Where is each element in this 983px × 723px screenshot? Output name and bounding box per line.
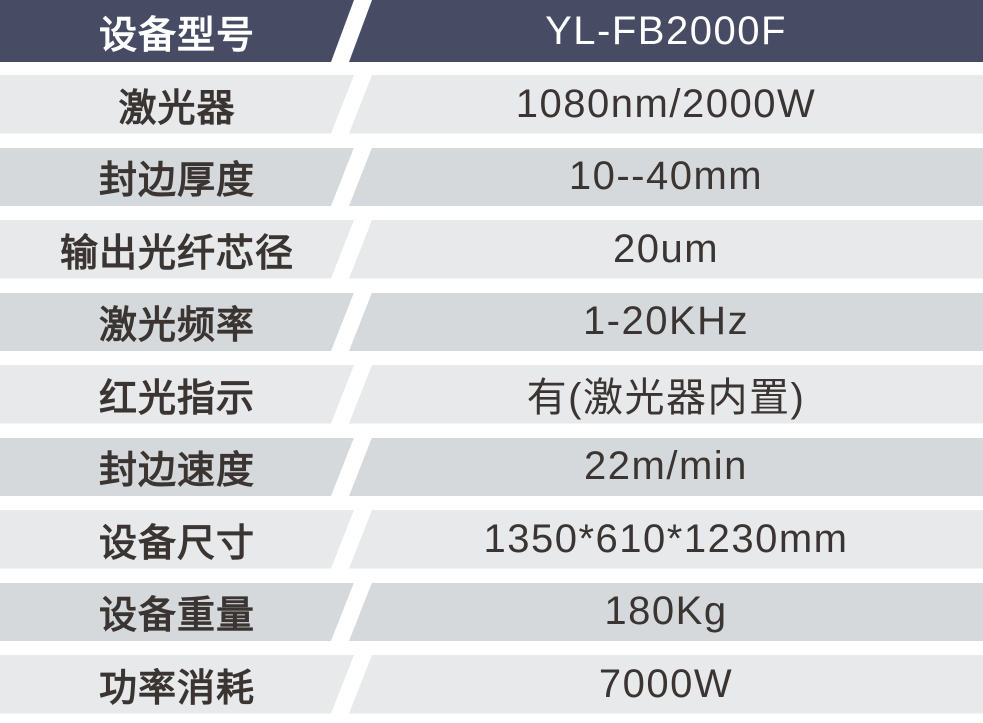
spec-value-cell: 10--40mm bbox=[349, 147, 983, 206]
spec-value: 180Kg bbox=[604, 589, 728, 634]
table-header-row: 设备型号 YL-FB2000F bbox=[0, 0, 983, 62]
header-value: YL-FB2000F bbox=[545, 8, 787, 53]
spec-value: 1350*610*1230mm bbox=[483, 516, 849, 561]
spec-rows-container: 激光器 1080nm/2000W 封边厚度 10--40mm 输出光纤芯径 20um 激光频… bbox=[0, 75, 983, 714]
spec-label: 红光指示 bbox=[98, 377, 255, 420]
spec-row: 封边速度 22m/min bbox=[0, 437, 983, 497]
spec-value-cell: 7000W bbox=[349, 655, 983, 714]
spec-value-cell: 22m/min bbox=[349, 437, 983, 496]
spec-value-cell: 1-20KHz bbox=[349, 292, 983, 351]
spec-value: 10--40mm bbox=[568, 154, 764, 199]
spec-label-cell: 激光频率 bbox=[0, 293, 354, 352]
spec-label-cell: 红光指示 bbox=[0, 365, 354, 424]
header-label-cell: 设备型号 bbox=[0, 0, 354, 62]
spec-value: 22m/min bbox=[584, 444, 748, 489]
spec-value: 7000W bbox=[598, 661, 734, 706]
spec-value-cell: 20um bbox=[349, 220, 983, 279]
spec-value-cell: 180Kg bbox=[349, 582, 983, 641]
spec-row: 红光指示 有(激光器内置) bbox=[0, 365, 983, 424]
spec-label: 封边速度 bbox=[98, 450, 255, 493]
spec-label-cell: 设备重量 bbox=[0, 583, 354, 642]
spec-label: 设备重量 bbox=[98, 595, 255, 638]
spec-value-cell: 1080nm/2000W bbox=[349, 75, 983, 134]
spec-label-cell: 输出光纤芯径 bbox=[0, 220, 354, 279]
spec-value: 20um bbox=[612, 226, 720, 271]
spec-label: 激光频率 bbox=[98, 305, 255, 348]
spec-value-cell: 有(激光器内置) bbox=[349, 365, 983, 424]
spec-label: 封边厚度 bbox=[98, 160, 255, 203]
spec-value: 1080nm/2000W bbox=[515, 81, 817, 126]
spec-row: 设备重量 180Kg bbox=[0, 582, 983, 642]
spec-value-cell: 1350*610*1230mm bbox=[349, 510, 983, 569]
spec-label-cell: 激光器 bbox=[0, 75, 354, 134]
spec-label-cell: 功率消耗 bbox=[0, 655, 354, 714]
spec-row: 输出光纤芯径 20um bbox=[0, 220, 983, 279]
spec-label: 设备尺寸 bbox=[98, 522, 255, 565]
spec-value: 有(激光器内置) bbox=[526, 376, 806, 421]
spec-row: 功率消耗 7000W bbox=[0, 655, 983, 714]
spec-label: 输出光纤芯径 bbox=[59, 232, 294, 275]
spec-value: 1-20KHz bbox=[582, 299, 750, 344]
spec-label: 激光器 bbox=[118, 87, 236, 130]
header-label: 设备型号 bbox=[98, 14, 255, 57]
spec-row: 封边厚度 10--40mm bbox=[0, 147, 983, 207]
spec-label: 功率消耗 bbox=[98, 667, 255, 710]
header-value-cell: YL-FB2000F bbox=[349, 0, 983, 62]
spec-row: 设备尺寸 1350*610*1230mm bbox=[0, 510, 983, 569]
spec-label-cell: 封边厚度 bbox=[0, 148, 354, 207]
spec-row: 激光频率 1-20KHz bbox=[0, 292, 983, 352]
spec-label-cell: 封边速度 bbox=[0, 438, 354, 497]
spec-row: 激光器 1080nm/2000W bbox=[0, 75, 983, 134]
spec-label-cell: 设备尺寸 bbox=[0, 510, 354, 569]
